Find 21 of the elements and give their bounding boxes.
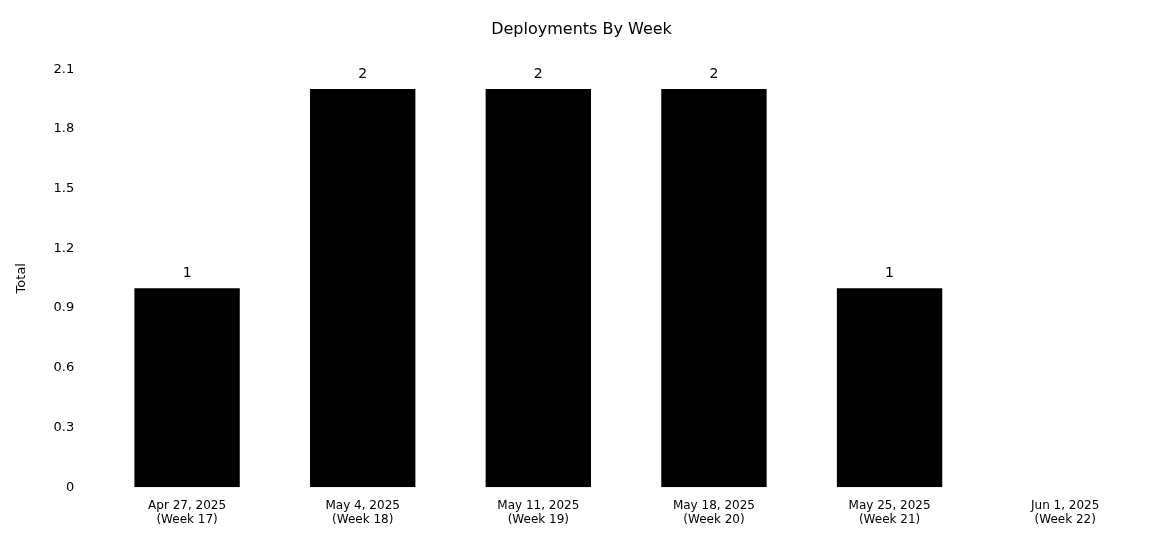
- x-tick-label: Jun 1, 2025 (Week 22): [1030, 497, 1100, 526]
- data-label: 2: [358, 64, 368, 81]
- y-tick-label: 0.9: [53, 299, 75, 315]
- y-tick-label: 0.6: [53, 359, 75, 375]
- y-tick-label: 1.8: [53, 120, 75, 136]
- x-tick-label: May 4, 2025 (Week 18): [325, 497, 400, 526]
- y-tick-label: 0: [65, 478, 75, 494]
- y-axis-title: Total: [13, 263, 29, 295]
- data-label: 2: [533, 64, 543, 81]
- y-tick-label: 1.2: [53, 239, 75, 255]
- chart-title: Deployments By Week: [491, 18, 673, 38]
- data-label: 2: [709, 64, 719, 81]
- x-tick-label: May 18, 2025 (Week 20): [672, 497, 755, 526]
- x-tick-label: May 25, 2025 (Week 21): [848, 497, 931, 526]
- data-label: 1: [182, 263, 192, 280]
- y-tick-label: 2.1: [53, 60, 75, 76]
- x-tick-label: Apr 27, 2025 (Week 17): [148, 497, 227, 526]
- data-label: 1: [885, 263, 895, 280]
- x-tick-label: May 11, 2025 (Week 19): [497, 497, 580, 526]
- y-tick-label: 0.3: [53, 418, 75, 434]
- y-tick-label: 1.5: [53, 180, 75, 195]
